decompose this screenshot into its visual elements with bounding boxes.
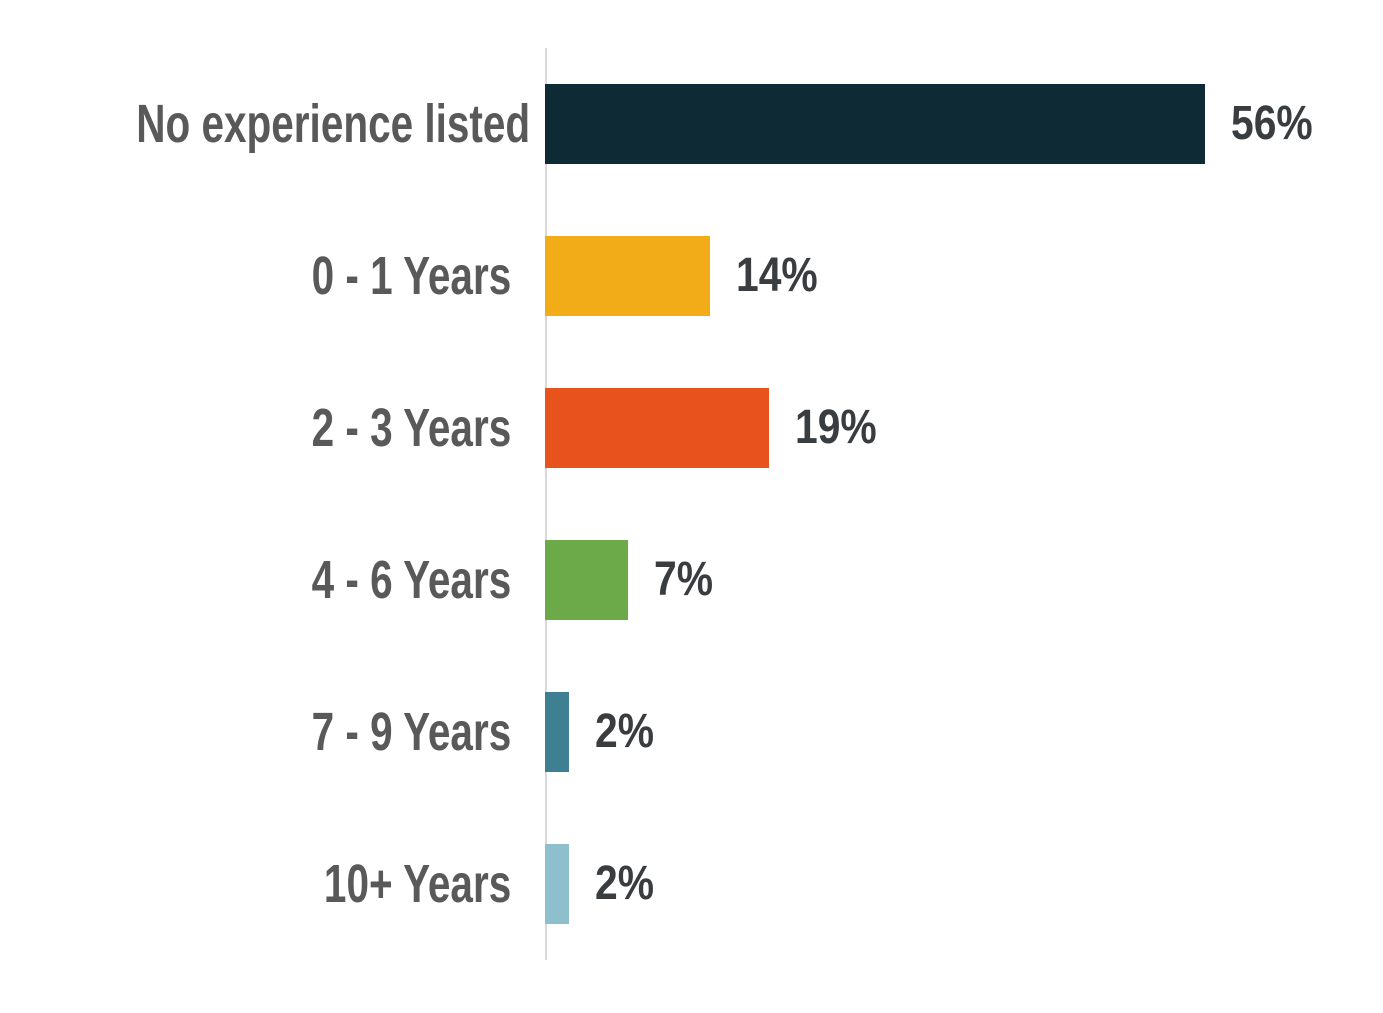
bar-area: 56% [545, 48, 1327, 200]
bar-segment [545, 692, 569, 772]
bar-area: 2% [545, 656, 664, 808]
bar-segment [545, 236, 710, 316]
category-label: 0 - 1 Years [311, 246, 512, 306]
category-label: 10+ Years [323, 854, 512, 914]
category-label: 2 - 3 Years [311, 398, 512, 458]
value-label: 14% [736, 249, 818, 302]
bar-area: 2% [545, 808, 664, 960]
chart-row: 0 - 1 Years 14% [0, 200, 1383, 352]
category-label: No experience listed [136, 94, 531, 154]
bar-segment [545, 84, 1205, 164]
category-label: 4 - 6 Years [311, 550, 512, 610]
value-label: 7% [654, 553, 713, 606]
bar-area: 14% [545, 200, 832, 352]
chart-row: No experience listed 56% [0, 48, 1383, 200]
bar-area: 19% [545, 352, 891, 504]
bar-segment [545, 844, 569, 924]
bar-segment [545, 540, 628, 620]
chart-row: 7 - 9 Years 2% [0, 656, 1383, 808]
chart-row: 10+ Years 2% [0, 808, 1383, 960]
category-label: 7 - 9 Years [311, 702, 512, 762]
y-axis-line [545, 48, 547, 960]
chart-row: 4 - 6 Years 7% [0, 504, 1383, 656]
bar-segment [545, 388, 769, 468]
chart-row: 2 - 3 Years 19% [0, 352, 1383, 504]
bar-chart: No experience listed 56% 0 - 1 Years 14%… [0, 48, 1383, 960]
value-label: 19% [795, 401, 877, 454]
value-label: 56% [1231, 97, 1313, 150]
bar-area: 7% [545, 504, 723, 656]
value-label: 2% [595, 705, 654, 758]
value-label: 2% [595, 857, 654, 910]
